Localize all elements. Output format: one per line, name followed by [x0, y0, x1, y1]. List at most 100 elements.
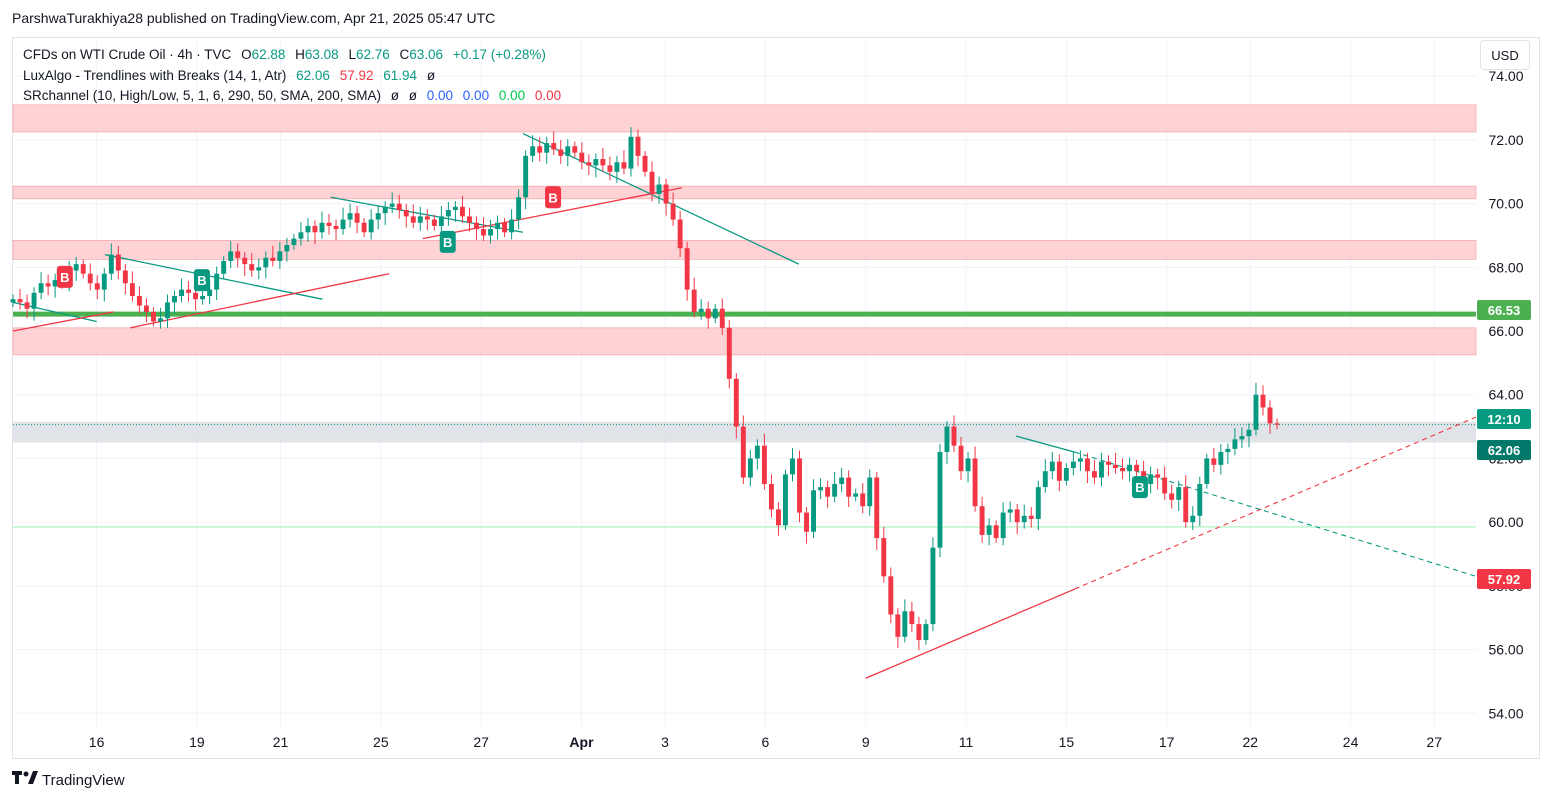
break-signal-letter: B	[548, 190, 557, 205]
tradingview-brand[interactable]: TradingView	[12, 771, 125, 789]
candle-body	[944, 426, 950, 453]
high-value: 63.08	[304, 47, 339, 62]
candle-body	[1211, 458, 1217, 465]
candle-body	[136, 296, 142, 306]
candle-body	[481, 229, 486, 236]
break-signal-badge	[56, 265, 73, 288]
candle-body	[242, 257, 248, 265]
candle-body	[965, 458, 971, 472]
candle-body	[1077, 458, 1083, 462]
candle-body	[1218, 452, 1224, 465]
candle-body	[214, 273, 220, 290]
chart-frame	[12, 37, 1540, 759]
close-label: C	[399, 47, 410, 62]
candle-body	[1246, 429, 1252, 437]
candle-body	[937, 452, 943, 548]
candle-body	[186, 289, 192, 293]
candle-body	[537, 146, 543, 153]
candle-body	[747, 458, 753, 478]
candle-body	[832, 483, 838, 497]
legend-symbol-row[interactable]: CFDs on WTI Crude Oil · 4h · TVC O62.88 …	[23, 45, 561, 66]
candle-body	[902, 611, 908, 637]
trendline-projection	[1074, 416, 1477, 590]
candle-body	[298, 232, 304, 239]
candle-body	[389, 203, 395, 207]
candle-body	[923, 624, 929, 640]
break-signal-badge	[1131, 476, 1148, 499]
candle-body	[1028, 515, 1034, 519]
candle-body	[768, 483, 774, 510]
candle-body	[1035, 487, 1041, 519]
candle-body	[38, 283, 44, 293]
indicator-value-3: 0.00	[426, 88, 454, 103]
price-tick-label: 64.00	[1488, 387, 1523, 403]
candle-body	[565, 146, 571, 156]
grid	[13, 38, 1476, 726]
sr-channel-zones	[12, 104, 1477, 528]
candle-body	[600, 159, 606, 166]
indicator-value-6: 0.00	[534, 88, 562, 103]
time-tick-label: 21	[273, 734, 289, 750]
sr-zone	[12, 239, 1477, 260]
candle-body	[1183, 487, 1189, 523]
candle-body	[951, 426, 957, 446]
indicator-name[interactable]: SRchannel (10, High/Low, 5, 1, 6, 290, 5…	[23, 88, 381, 103]
break-signal-badge	[193, 269, 210, 292]
indicator-value-2: 57.92	[339, 67, 374, 83]
candle-body	[17, 299, 23, 303]
candle-body	[495, 222, 501, 230]
candle-body	[586, 162, 592, 166]
candle-body	[677, 219, 683, 249]
candle-body	[1063, 468, 1069, 481]
candle-body	[867, 477, 873, 507]
currency-button[interactable]: USD	[1480, 40, 1530, 70]
candle-body	[31, 292, 37, 309]
candle-body	[115, 254, 121, 271]
break-signal-letter: B	[1135, 480, 1144, 495]
time-tick-label: 24	[1343, 734, 1359, 750]
indicator-name[interactable]: LuxAlgo - Trendlines with Breaks (14, 1,…	[23, 67, 287, 83]
candle-body	[172, 296, 177, 303]
indicator-value-3: 61.94	[383, 67, 418, 83]
candle-body	[663, 184, 669, 204]
change-value: +0.17 (+0.28%)	[452, 47, 546, 62]
price-tick-label: 54.00	[1488, 705, 1523, 721]
tradingview-logo-icon	[12, 771, 38, 789]
candle-body	[270, 257, 276, 261]
candle-body	[368, 219, 374, 233]
candle-body	[122, 270, 128, 284]
legend-indicator-srchannel[interactable]: SRchannel (10, High/Low, 5, 1, 6, 290, 5…	[23, 86, 561, 107]
time-axis: 16 19 21 25 27 Apr 3 6 9 11 15 17 22 24 27	[89, 734, 1442, 750]
candle-body	[1267, 407, 1273, 424]
candle-body	[10, 299, 16, 303]
candle-body	[621, 162, 627, 169]
candle-body	[1113, 464, 1118, 468]
symbol-name[interactable]: CFDs on WTI Crude Oil · 4h · TVC	[23, 47, 232, 62]
price-tick-label: 56.00	[1488, 642, 1523, 658]
candle-body	[579, 152, 585, 163]
price-tag-lower-trend: 57.92	[1477, 569, 1531, 589]
price-tick-label: 66.00	[1488, 323, 1523, 339]
time-tick-label: Apr	[569, 734, 594, 750]
legend-indicator-trendlines[interactable]: LuxAlgo - Trendlines with Breaks (14, 1,…	[23, 66, 561, 87]
candle-body	[1127, 464, 1133, 472]
candle-body	[754, 445, 760, 459]
time-tick-label: 27	[1426, 734, 1442, 750]
candle-body	[698, 308, 704, 312]
candle-body	[354, 213, 360, 223]
candle-body	[1155, 474, 1161, 478]
candle-body	[712, 308, 718, 319]
candle-body	[839, 477, 845, 484]
candle-body	[1084, 458, 1090, 472]
candle-body	[312, 225, 318, 233]
candle-body	[972, 458, 978, 507]
time-tick-label: 19	[189, 734, 205, 750]
candle-body	[986, 525, 992, 535]
candle-body	[614, 162, 620, 172]
candle-body	[45, 283, 51, 287]
candle-body	[452, 206, 458, 210]
candle-body	[1134, 464, 1140, 472]
candle-body	[544, 143, 550, 153]
candle-body	[108, 254, 114, 274]
